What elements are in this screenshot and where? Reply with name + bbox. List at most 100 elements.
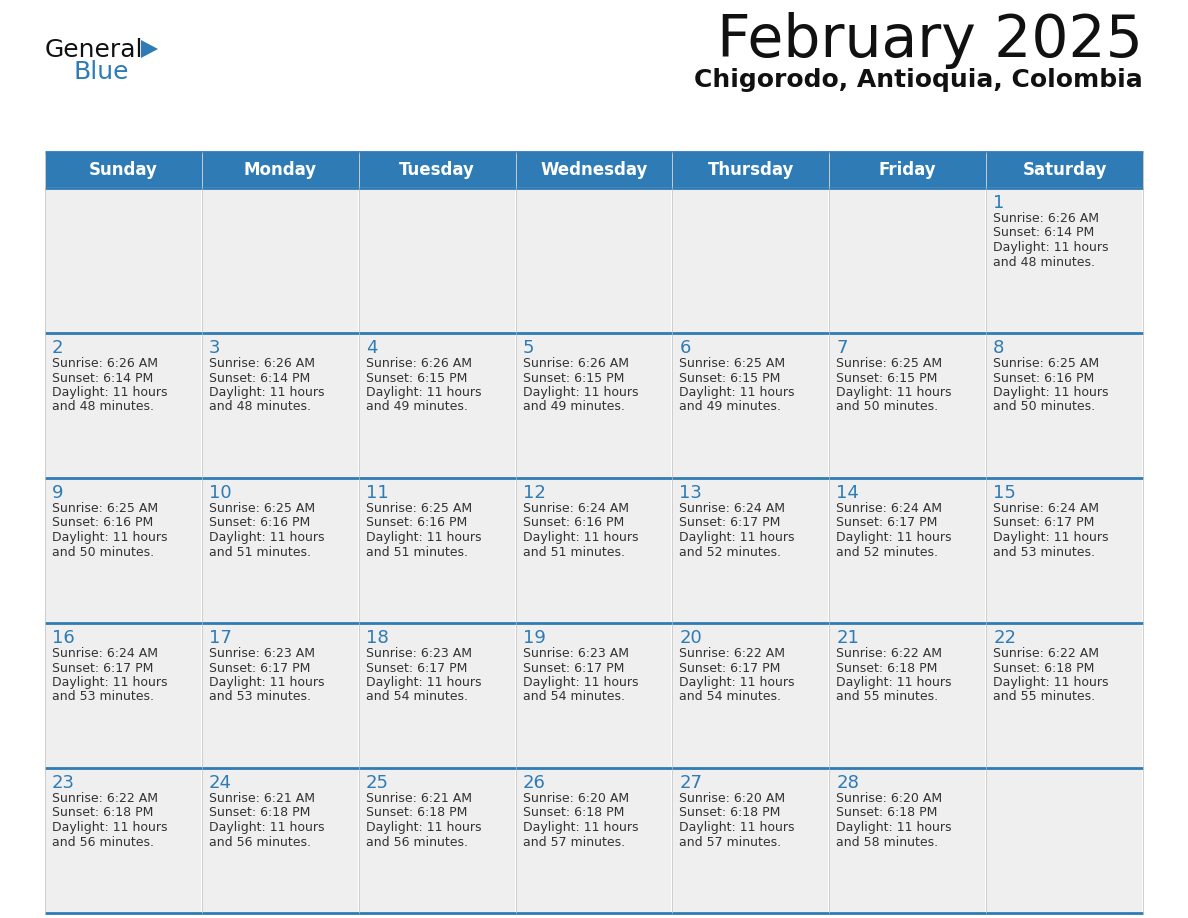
Text: Tuesday: Tuesday (399, 161, 475, 179)
Text: and 51 minutes.: and 51 minutes. (366, 545, 468, 558)
Text: Sunrise: 6:25 AM: Sunrise: 6:25 AM (993, 357, 1099, 370)
Text: Sunrise: 6:26 AM: Sunrise: 6:26 AM (52, 357, 158, 370)
Bar (829, 478, 986, 623)
Text: Sunrise: 6:24 AM: Sunrise: 6:24 AM (836, 502, 942, 515)
Text: and 49 minutes.: and 49 minutes. (680, 400, 782, 413)
Text: Sunrise: 6:25 AM: Sunrise: 6:25 AM (52, 502, 158, 515)
Text: 1: 1 (993, 194, 1005, 212)
Text: Daylight: 11 hours: Daylight: 11 hours (836, 821, 952, 834)
Text: and 48 minutes.: and 48 minutes. (52, 400, 154, 413)
Text: and 54 minutes.: and 54 minutes. (523, 690, 625, 703)
Text: 19: 19 (523, 629, 545, 647)
Text: Daylight: 11 hours: Daylight: 11 hours (836, 386, 952, 399)
Text: Thursday: Thursday (708, 161, 794, 179)
Text: 28: 28 (836, 774, 859, 792)
Bar (986, 188, 1143, 333)
Text: and 57 minutes.: and 57 minutes. (523, 835, 625, 848)
Text: Sunrise: 6:23 AM: Sunrise: 6:23 AM (209, 647, 315, 660)
Text: Blue: Blue (72, 60, 128, 84)
Bar (202, 188, 359, 333)
Text: Sunset: 6:16 PM: Sunset: 6:16 PM (366, 517, 467, 530)
Text: Sunset: 6:16 PM: Sunset: 6:16 PM (209, 517, 310, 530)
Text: 16: 16 (52, 629, 75, 647)
Text: 23: 23 (52, 774, 75, 792)
Text: Daylight: 11 hours: Daylight: 11 hours (366, 531, 481, 544)
Text: Sunrise: 6:24 AM: Sunrise: 6:24 AM (523, 502, 628, 515)
Bar (986, 768, 1143, 913)
Text: 22: 22 (993, 629, 1016, 647)
Text: 10: 10 (209, 484, 232, 502)
Bar (986, 333, 1143, 478)
Text: Sunset: 6:16 PM: Sunset: 6:16 PM (993, 372, 1094, 385)
Text: Daylight: 11 hours: Daylight: 11 hours (52, 531, 168, 544)
Text: General: General (45, 38, 144, 62)
Bar (359, 478, 516, 623)
Bar (829, 623, 986, 768)
Text: 9: 9 (52, 484, 63, 502)
Polygon shape (141, 40, 158, 58)
Text: Sunrise: 6:25 AM: Sunrise: 6:25 AM (836, 357, 942, 370)
Bar (359, 623, 516, 768)
Bar (516, 152, 672, 188)
Bar (202, 623, 359, 768)
Text: 18: 18 (366, 629, 388, 647)
Text: 6: 6 (680, 339, 690, 357)
Bar (672, 623, 829, 768)
Text: 2: 2 (52, 339, 63, 357)
Text: 20: 20 (680, 629, 702, 647)
Text: 13: 13 (680, 484, 702, 502)
Text: and 52 minutes.: and 52 minutes. (836, 545, 939, 558)
Text: Sunrise: 6:24 AM: Sunrise: 6:24 AM (680, 502, 785, 515)
Text: and 54 minutes.: and 54 minutes. (366, 690, 468, 703)
Text: Sunset: 6:18 PM: Sunset: 6:18 PM (680, 807, 781, 820)
Text: Sunset: 6:15 PM: Sunset: 6:15 PM (523, 372, 624, 385)
Text: and 55 minutes.: and 55 minutes. (836, 690, 939, 703)
Text: Sunset: 6:17 PM: Sunset: 6:17 PM (680, 517, 781, 530)
Text: Sunrise: 6:26 AM: Sunrise: 6:26 AM (523, 357, 628, 370)
Text: Sunday: Sunday (89, 161, 158, 179)
Text: 24: 24 (209, 774, 232, 792)
Text: Friday: Friday (879, 161, 936, 179)
Bar (45, 768, 202, 913)
Text: Daylight: 11 hours: Daylight: 11 hours (523, 821, 638, 834)
Text: Daylight: 11 hours: Daylight: 11 hours (836, 531, 952, 544)
Bar (672, 188, 829, 333)
Text: 3: 3 (209, 339, 220, 357)
Bar (45, 188, 202, 333)
Bar (202, 768, 359, 913)
Bar (516, 623, 672, 768)
Text: Daylight: 11 hours: Daylight: 11 hours (680, 821, 795, 834)
Text: Sunset: 6:16 PM: Sunset: 6:16 PM (523, 517, 624, 530)
Text: February 2025: February 2025 (718, 12, 1143, 69)
Text: and 49 minutes.: and 49 minutes. (366, 400, 468, 413)
Bar (45, 333, 202, 478)
Text: Daylight: 11 hours: Daylight: 11 hours (209, 821, 324, 834)
Text: and 48 minutes.: and 48 minutes. (993, 255, 1095, 268)
Text: Daylight: 11 hours: Daylight: 11 hours (52, 821, 168, 834)
Text: Sunrise: 6:23 AM: Sunrise: 6:23 AM (523, 647, 628, 660)
Text: Daylight: 11 hours: Daylight: 11 hours (366, 821, 481, 834)
Text: 11: 11 (366, 484, 388, 502)
Text: 14: 14 (836, 484, 859, 502)
Text: Sunrise: 6:25 AM: Sunrise: 6:25 AM (680, 357, 785, 370)
Bar (986, 623, 1143, 768)
Bar (202, 333, 359, 478)
Text: Daylight: 11 hours: Daylight: 11 hours (993, 386, 1108, 399)
Bar (202, 152, 359, 188)
Text: 26: 26 (523, 774, 545, 792)
Bar (359, 333, 516, 478)
Text: Daylight: 11 hours: Daylight: 11 hours (366, 676, 481, 689)
Text: 27: 27 (680, 774, 702, 792)
Text: Daylight: 11 hours: Daylight: 11 hours (523, 676, 638, 689)
Text: Sunset: 6:18 PM: Sunset: 6:18 PM (523, 807, 624, 820)
Text: and 52 minutes.: and 52 minutes. (680, 545, 782, 558)
Text: Sunrise: 6:25 AM: Sunrise: 6:25 AM (209, 502, 315, 515)
Bar (829, 152, 986, 188)
Text: Sunset: 6:18 PM: Sunset: 6:18 PM (209, 807, 310, 820)
Text: Sunrise: 6:22 AM: Sunrise: 6:22 AM (836, 647, 942, 660)
Text: Sunset: 6:18 PM: Sunset: 6:18 PM (366, 807, 467, 820)
Bar (359, 768, 516, 913)
Text: and 56 minutes.: and 56 minutes. (52, 835, 154, 848)
Text: and 53 minutes.: and 53 minutes. (993, 545, 1095, 558)
Bar (516, 478, 672, 623)
